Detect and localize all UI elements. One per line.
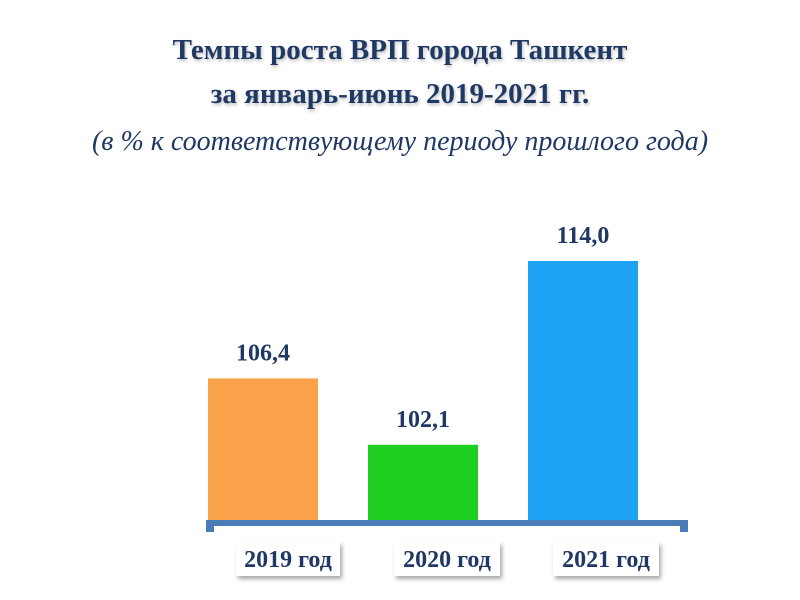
x-axis-end-cap-2: [680, 520, 688, 532]
bar-value-label-1: 106,4: [236, 340, 290, 366]
chart-subtitle: (в % к соответствующему периоду прошлого…: [91, 126, 709, 157]
bar-1: [208, 378, 318, 522]
category-label-box: [394, 542, 500, 576]
bar-2: [368, 444, 478, 522]
chart-title: Темпы роста ВРП города Ташкент за январь…: [0, 28, 800, 116]
bar-3: [528, 261, 638, 522]
category-label-box: [553, 542, 659, 576]
category-label-text: 2020 год: [403, 547, 491, 573]
bar-value-label-3: 114,0: [557, 223, 610, 249]
category-label-2: 2020 год: [394, 542, 500, 576]
category-label-1: 2019 год: [236, 542, 340, 576]
x-axis-end-cap-1: [206, 520, 214, 532]
bar-value-label-2: 102,1: [396, 407, 450, 433]
category-label-box: [236, 542, 340, 576]
chart-title-line-2: за январь-июнь 2019-2021 гг.: [210, 78, 590, 110]
category-label-text: 2021 год: [562, 547, 650, 573]
x-axis-line: [206, 520, 688, 526]
category-label-text: 2019 год: [244, 547, 332, 573]
chart-title-line-1: Темпы роста ВРП города Ташкент: [172, 34, 628, 66]
category-label-3: 2021 год: [553, 542, 659, 576]
